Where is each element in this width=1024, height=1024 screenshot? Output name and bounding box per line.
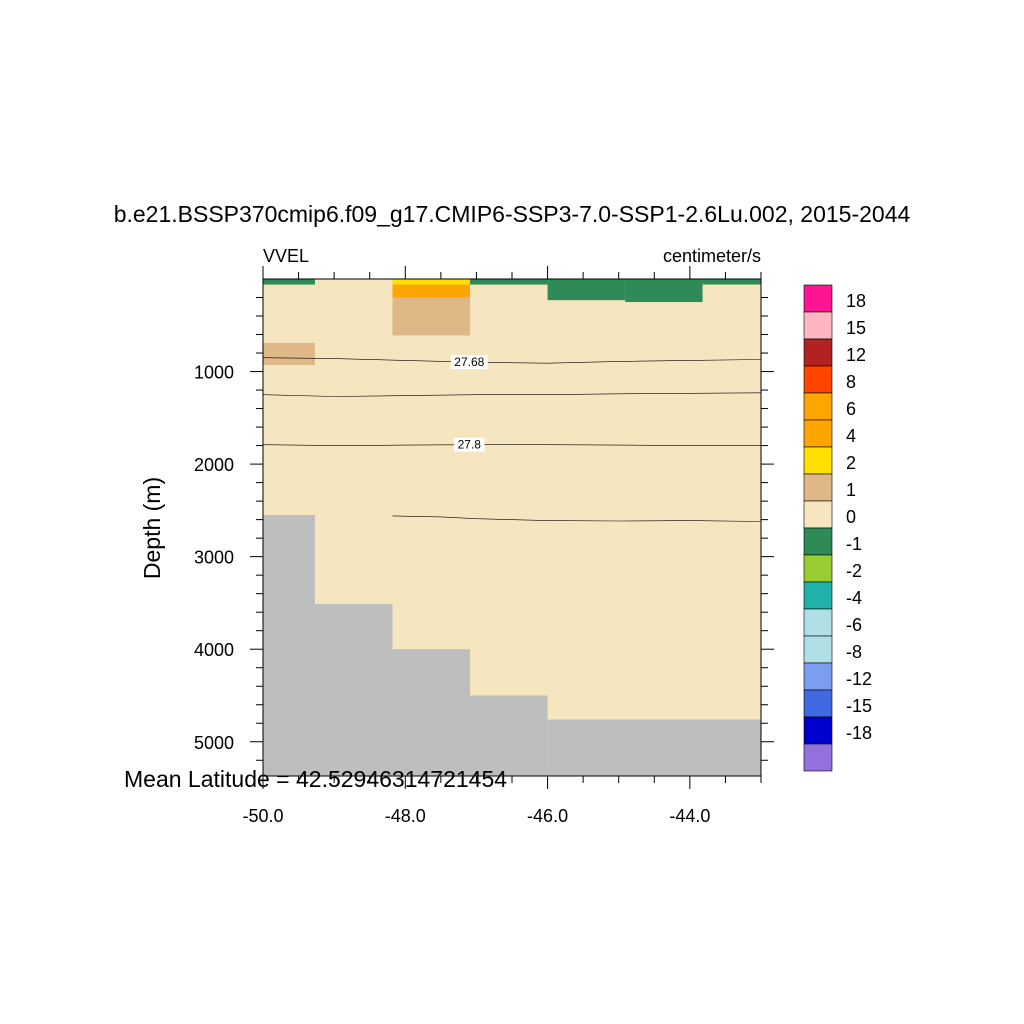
colorbar-swatch — [803, 338, 833, 367]
contour-label-background — [450, 355, 488, 370]
colorbar-label: -1 — [846, 534, 862, 554]
data-cell — [392, 279, 471, 285]
colorbar-swatch — [803, 284, 833, 313]
contour-label-background — [454, 437, 485, 452]
y-tick-label: 2000 — [194, 455, 234, 475]
plot-area: 27.68 27.8 — [250, 266, 774, 789]
data-cell — [625, 302, 703, 356]
contour-line — [262, 444, 761, 446]
data-cell — [547, 300, 626, 356]
colorbar-label: 12 — [846, 345, 866, 365]
y-axis-label: Depth (m) — [139, 477, 165, 579]
data-cell — [625, 279, 703, 303]
colorbar-label: -18 — [846, 723, 872, 743]
colorbar-swatch — [803, 581, 833, 610]
colorbar-swatch — [803, 392, 833, 421]
colorbar-swatch — [803, 365, 833, 394]
data-cell — [392, 284, 471, 298]
x-tick-label: -50.0 — [242, 806, 283, 826]
contour-label: 27.68 — [454, 355, 484, 369]
colorbar-label: -2 — [846, 561, 862, 581]
seafloor-block — [547, 719, 761, 776]
colorbar-label: 18 — [846, 291, 866, 311]
colorbar-label: -15 — [846, 696, 872, 716]
colorbar-swatch — [803, 500, 833, 529]
data-cells — [263, 279, 761, 434]
colorbar-label: 2 — [846, 453, 856, 473]
colorbar-swatch — [803, 635, 833, 664]
colorbar-label: -6 — [846, 615, 862, 635]
colorbar-swatch — [803, 743, 833, 772]
colorbar-label: 0 — [846, 507, 856, 527]
units-label: centimeter/s — [663, 246, 761, 266]
x-tick-label: -46.0 — [527, 806, 568, 826]
colorbar-label: 6 — [846, 399, 856, 419]
data-cell — [702, 279, 761, 285]
contour-line — [262, 392, 762, 397]
contour-line — [262, 357, 762, 364]
colorbar-swatch — [803, 689, 833, 718]
y-tick-label: 4000 — [194, 640, 234, 660]
seafloor-block — [470, 695, 548, 776]
colorbar-label: 1 — [846, 480, 856, 500]
density-contours: 27.68 27.8 — [262, 355, 762, 522]
colorbar-swatch — [803, 311, 833, 340]
variable-label: VVEL — [263, 246, 309, 266]
x-tick-label: -44.0 — [669, 806, 710, 826]
colorbar-label: -8 — [846, 642, 862, 662]
colorbar-label: 8 — [846, 372, 856, 392]
data-cell — [392, 297, 471, 336]
colorbar-swatch — [803, 608, 833, 637]
y-tick-label: 5000 — [194, 733, 234, 753]
colorbar: 18 15 12 8 6 4 2 1 0 -1 -2 -4 -6 -8 -12 -15 -18 — [803, 284, 872, 772]
chart-title: b.e21.BSSP370cmip6.f09_g17.CMIP6-SSP3-7.… — [114, 201, 911, 227]
x-tick-labels: -50.0 -48.0 -46.0 -44.0 — [242, 806, 710, 826]
colorbar-label: 15 — [846, 318, 866, 338]
colorbar-label: -4 — [846, 588, 862, 608]
axis-ticks — [250, 266, 774, 789]
data-cell — [547, 279, 626, 301]
colorbar-swatch — [803, 527, 833, 556]
contour-line — [392, 515, 762, 522]
mean-latitude-footer: Mean Latitude = 42.52946314721454 — [124, 766, 507, 792]
data-cell — [314, 334, 393, 434]
colorbar-swatch — [803, 716, 833, 745]
colorbar-swatch — [803, 473, 833, 502]
colorbar-swatch — [803, 662, 833, 691]
contour-label: 27.8 — [458, 438, 482, 452]
y-tick-labels: 1000 2000 3000 4000 5000 — [194, 363, 234, 753]
y-tick-label: 3000 — [194, 548, 234, 568]
bathymetry — [263, 515, 761, 776]
colorbar-label: 4 — [846, 426, 856, 446]
colorbar-swatch — [803, 554, 833, 583]
seafloor-block — [263, 515, 315, 776]
data-cell — [263, 279, 315, 285]
colorbar-swatch — [803, 446, 833, 475]
colorbar-label: -12 — [846, 669, 872, 689]
seafloor-block — [392, 649, 471, 776]
x-tick-label: -48.0 — [385, 806, 426, 826]
seafloor-block — [314, 603, 393, 776]
data-cell — [263, 342, 315, 366]
y-tick-label: 1000 — [194, 363, 234, 383]
colorbar-swatch — [803, 419, 833, 448]
data-cell — [702, 284, 761, 366]
data-cell — [470, 279, 548, 285]
